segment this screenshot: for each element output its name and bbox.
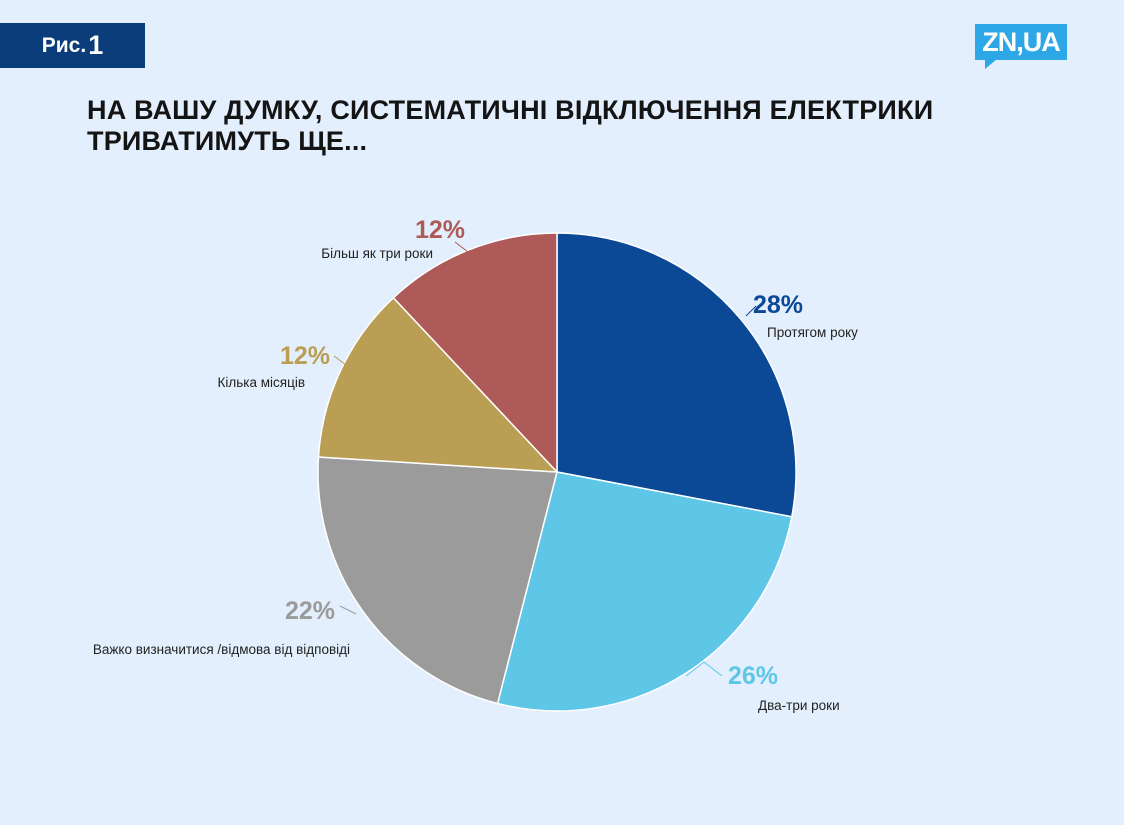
slice-value-label-2: 26% bbox=[728, 662, 778, 690]
leader-line-3 bbox=[339, 605, 357, 615]
leader-line-1 bbox=[745, 305, 757, 317]
figure-label-number: 1 bbox=[88, 30, 104, 60]
slice-value-label-1: 28% bbox=[753, 291, 803, 319]
slice-category-label-5: Більш як три роки bbox=[321, 246, 433, 261]
leader-line-2 bbox=[685, 661, 723, 677]
leader-line-4 bbox=[333, 355, 355, 372]
pie-slice-1 bbox=[556, 232, 797, 518]
slice-value-label-4: 12% bbox=[280, 342, 330, 370]
slice-category-label-2: Два-три роки bbox=[758, 698, 840, 713]
leader-line-5 bbox=[454, 241, 469, 253]
pie-slice-2 bbox=[496, 471, 793, 712]
pie-slice-3 bbox=[317, 456, 558, 705]
pie-slice-4 bbox=[317, 296, 559, 473]
slice-category-label-4: Кілька місяців bbox=[218, 375, 305, 390]
slice-value-label-3: 22% bbox=[285, 597, 335, 625]
slice-category-label-1: Протягом року bbox=[767, 325, 858, 340]
figure-label-badge: Рис. 1 bbox=[0, 23, 145, 68]
chart-title: НА ВАШУ ДУМКУ, СИСТЕМАТИЧНІ ВІДКЛЮЧЕННЯ … bbox=[87, 95, 934, 156]
slice-category-label-3: Важко визначитися /відмова від відповіді bbox=[93, 642, 350, 657]
figure-label-prefix: Рис. bbox=[41, 33, 87, 57]
slice-value-label-5: 12% bbox=[415, 216, 465, 244]
pie-slice-5 bbox=[392, 232, 558, 474]
zn-ua-logo: ZN,UA bbox=[975, 24, 1067, 69]
